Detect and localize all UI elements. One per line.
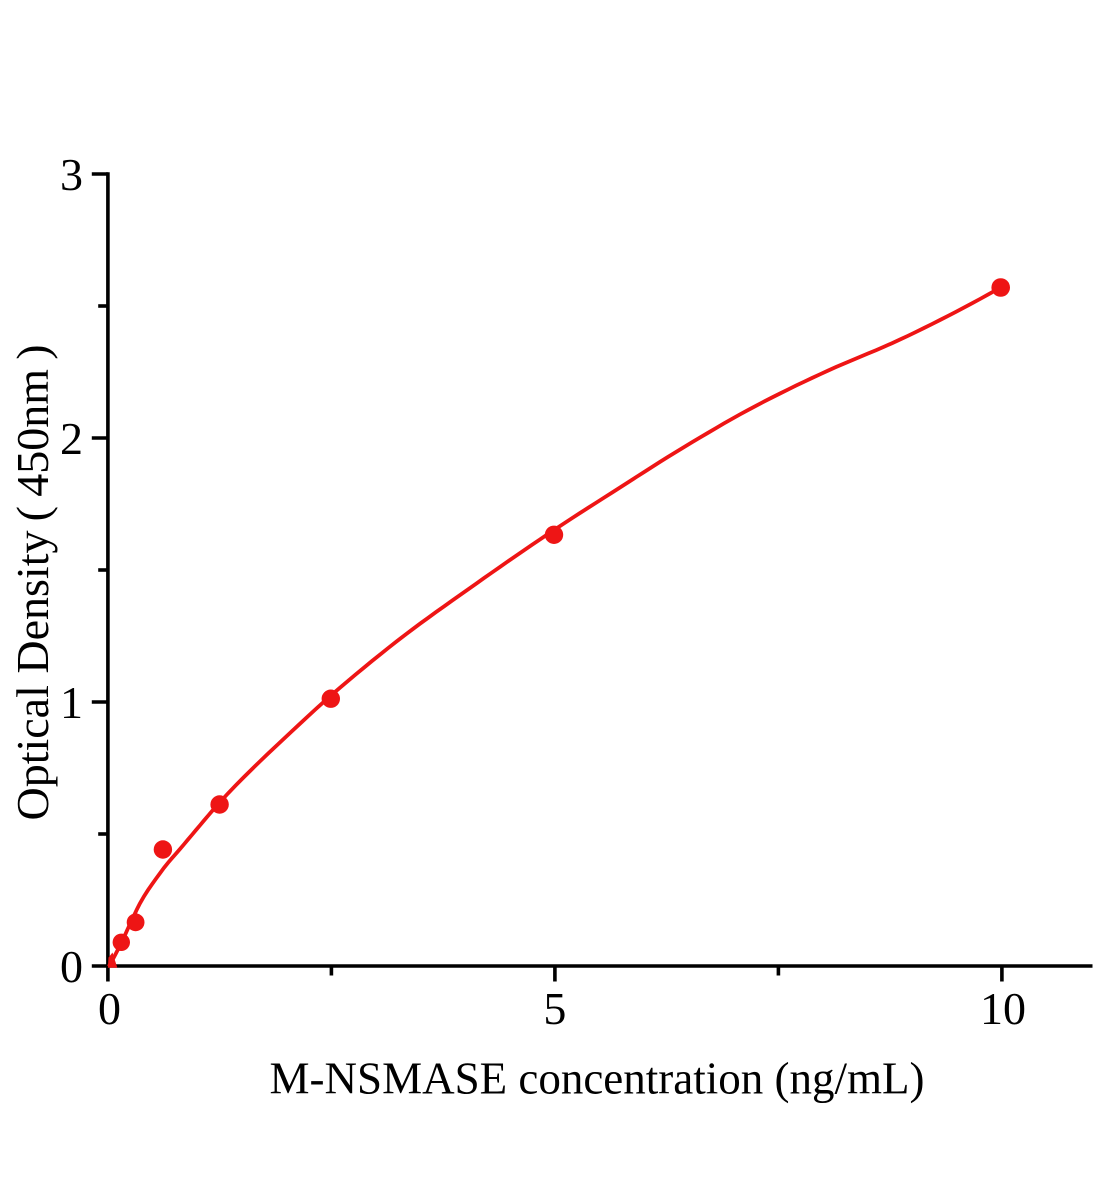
svg-text:2: 2	[60, 413, 83, 464]
svg-text:5: 5	[543, 983, 566, 1034]
svg-text:10: 10	[980, 983, 1026, 1034]
svg-text:M-NSMASE concentration (ng/mL): M-NSMASE concentration (ng/mL)	[270, 1054, 925, 1104]
svg-text:3: 3	[60, 149, 83, 200]
svg-text:0: 0	[98, 983, 121, 1034]
svg-text:Optical Density ( 450nm ): Optical Density ( 450nm )	[7, 344, 58, 820]
svg-text:0: 0	[60, 941, 83, 992]
svg-text:1: 1	[60, 677, 83, 728]
